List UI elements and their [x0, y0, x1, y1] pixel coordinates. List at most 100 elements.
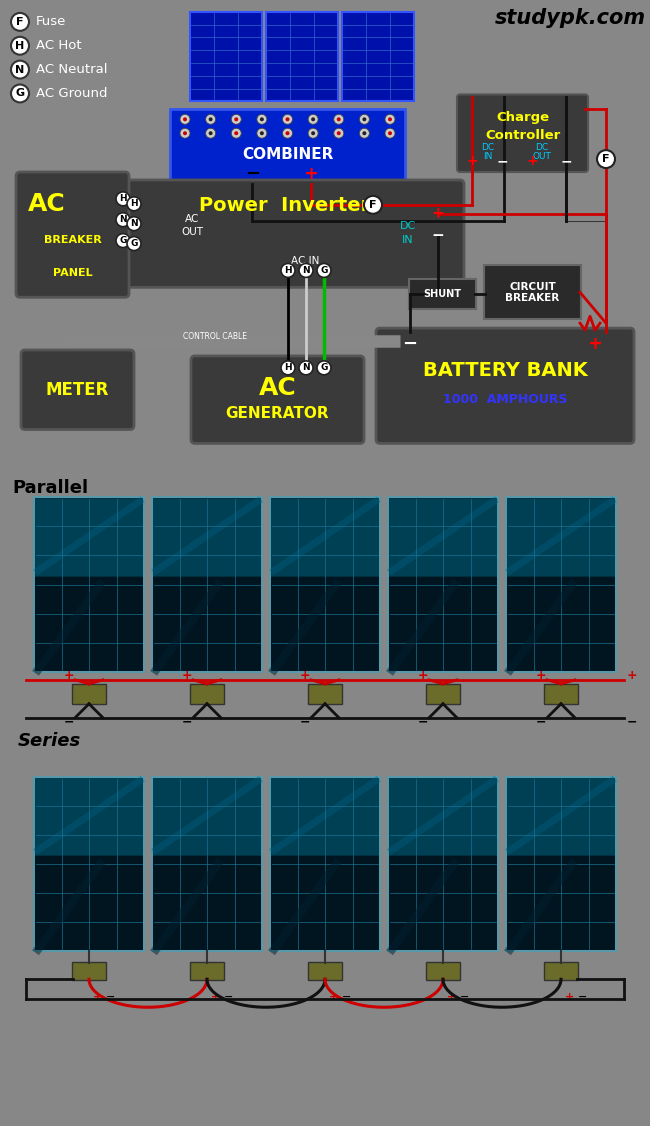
- Text: 1000  AMPHOURS: 1000 AMPHOURS: [443, 393, 567, 406]
- Circle shape: [180, 128, 190, 138]
- FancyBboxPatch shape: [35, 778, 143, 856]
- Text: F: F: [603, 154, 610, 164]
- Circle shape: [231, 128, 241, 138]
- Text: +: +: [564, 992, 573, 1002]
- Circle shape: [299, 361, 313, 375]
- Text: CIRCUIT
BREAKER: CIRCUIT BREAKER: [506, 282, 560, 303]
- Text: CONTROL CABLE: CONTROL CABLE: [183, 331, 247, 340]
- FancyBboxPatch shape: [153, 778, 261, 856]
- Circle shape: [317, 263, 331, 277]
- FancyBboxPatch shape: [271, 856, 379, 950]
- Text: OUT: OUT: [181, 226, 203, 236]
- Circle shape: [260, 117, 264, 122]
- FancyBboxPatch shape: [389, 778, 497, 856]
- Circle shape: [283, 115, 292, 124]
- Circle shape: [363, 117, 367, 122]
- Circle shape: [205, 115, 216, 124]
- Circle shape: [11, 37, 29, 55]
- Text: AC Ground: AC Ground: [36, 87, 107, 100]
- Text: Fuse: Fuse: [36, 16, 66, 28]
- FancyBboxPatch shape: [457, 95, 588, 172]
- Circle shape: [337, 117, 341, 122]
- FancyBboxPatch shape: [507, 778, 615, 856]
- Text: BREAKER: BREAKER: [44, 234, 101, 244]
- Text: G: G: [320, 266, 328, 275]
- Circle shape: [333, 128, 344, 138]
- Text: AC Hot: AC Hot: [36, 39, 82, 52]
- Text: GENERATOR: GENERATOR: [226, 406, 330, 421]
- Text: H: H: [16, 41, 25, 51]
- Text: G: G: [120, 236, 127, 245]
- FancyBboxPatch shape: [426, 683, 460, 704]
- Text: +: +: [64, 669, 74, 682]
- Text: G: G: [16, 89, 25, 98]
- Text: N: N: [302, 364, 310, 373]
- Text: Power  Inverter: Power Inverter: [200, 196, 370, 215]
- Text: N: N: [16, 64, 25, 74]
- FancyBboxPatch shape: [72, 963, 106, 981]
- Circle shape: [283, 128, 292, 138]
- Text: METER: METER: [46, 381, 109, 399]
- Text: H: H: [284, 266, 292, 275]
- Circle shape: [385, 115, 395, 124]
- Text: +: +: [182, 669, 192, 682]
- FancyBboxPatch shape: [190, 963, 224, 981]
- FancyBboxPatch shape: [190, 683, 224, 704]
- FancyBboxPatch shape: [153, 499, 261, 575]
- FancyBboxPatch shape: [389, 577, 497, 671]
- Circle shape: [180, 115, 190, 124]
- FancyBboxPatch shape: [271, 499, 379, 575]
- Text: Charge: Charge: [496, 110, 549, 124]
- Circle shape: [127, 236, 141, 251]
- Circle shape: [363, 132, 367, 135]
- Circle shape: [234, 132, 239, 135]
- Text: AC IN: AC IN: [291, 257, 319, 267]
- FancyBboxPatch shape: [544, 683, 578, 704]
- FancyBboxPatch shape: [153, 856, 261, 950]
- Text: G: G: [130, 239, 138, 248]
- FancyBboxPatch shape: [271, 778, 379, 856]
- FancyBboxPatch shape: [34, 777, 144, 951]
- Circle shape: [116, 234, 130, 248]
- FancyBboxPatch shape: [270, 498, 380, 672]
- Circle shape: [388, 132, 392, 135]
- Text: PANEL: PANEL: [53, 268, 92, 278]
- FancyBboxPatch shape: [389, 856, 497, 950]
- Text: −: −: [418, 715, 428, 729]
- Circle shape: [337, 132, 341, 135]
- Text: −: −: [432, 229, 445, 243]
- FancyBboxPatch shape: [506, 498, 616, 672]
- Circle shape: [308, 115, 318, 124]
- Circle shape: [116, 213, 130, 226]
- Text: COMBINER: COMBINER: [242, 146, 333, 162]
- Text: +: +: [300, 669, 310, 682]
- Circle shape: [597, 150, 615, 168]
- FancyBboxPatch shape: [506, 777, 616, 951]
- Text: +: +: [92, 992, 101, 1002]
- Text: −: −: [343, 992, 352, 1002]
- Text: H: H: [119, 195, 127, 204]
- Text: DC: DC: [482, 143, 495, 152]
- FancyBboxPatch shape: [484, 266, 581, 319]
- Text: −: −: [107, 992, 116, 1002]
- Text: −: −: [182, 715, 192, 729]
- FancyBboxPatch shape: [271, 577, 379, 671]
- Circle shape: [388, 117, 392, 122]
- Circle shape: [183, 132, 187, 135]
- Text: H: H: [130, 199, 138, 208]
- Text: Parallel: Parallel: [12, 480, 88, 498]
- FancyBboxPatch shape: [191, 356, 364, 444]
- FancyBboxPatch shape: [170, 109, 405, 184]
- FancyBboxPatch shape: [426, 963, 460, 981]
- Circle shape: [11, 12, 29, 30]
- Text: −: −: [460, 992, 470, 1002]
- Text: Series: Series: [18, 732, 81, 750]
- Text: −: −: [496, 154, 508, 168]
- Text: G: G: [320, 364, 328, 373]
- FancyBboxPatch shape: [388, 498, 498, 672]
- FancyBboxPatch shape: [190, 12, 262, 101]
- FancyBboxPatch shape: [389, 499, 497, 575]
- Circle shape: [183, 117, 187, 122]
- FancyBboxPatch shape: [153, 577, 261, 671]
- FancyBboxPatch shape: [126, 180, 464, 287]
